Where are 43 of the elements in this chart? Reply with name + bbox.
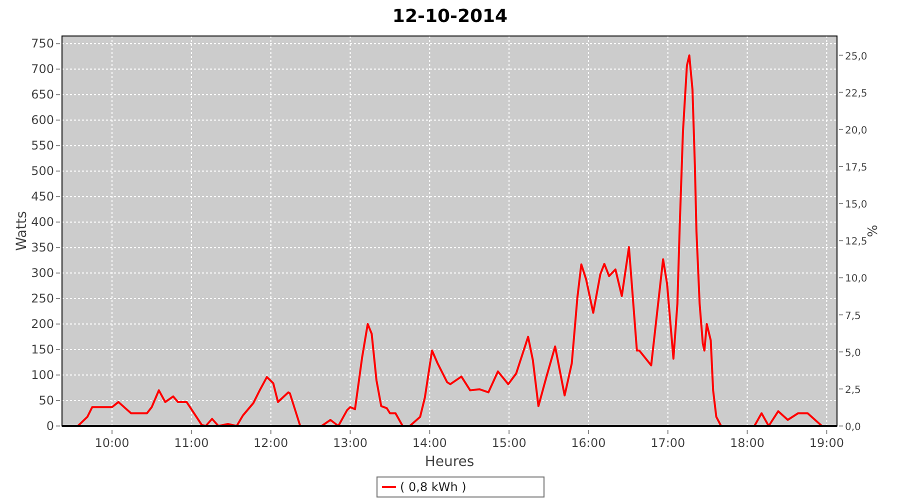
y-tick-label: 400 bbox=[31, 215, 54, 230]
y-tick-label: 600 bbox=[31, 113, 54, 128]
y2-tick-label: 10,0 bbox=[845, 274, 868, 285]
y-tick-label: 500 bbox=[31, 164, 54, 178]
x-tick-label: 19:00 bbox=[809, 436, 844, 450]
y2-tick-label: 15,0 bbox=[845, 200, 868, 211]
y2-tick-label: 5,0 bbox=[845, 348, 861, 359]
y2-axis-title: % bbox=[866, 224, 881, 238]
y-tick-label: 300 bbox=[31, 266, 54, 280]
x-tick-label: 13:00 bbox=[332, 436, 368, 450]
y-tick-label: 650 bbox=[31, 88, 54, 102]
y2-tick-label: 22,5 bbox=[845, 88, 868, 100]
y-tick-label: 100 bbox=[31, 368, 54, 382]
y-tick-label: 350 bbox=[31, 240, 54, 255]
y-tick-label: 450 bbox=[31, 190, 54, 204]
line-series bbox=[76, 54, 823, 427]
y-tick-label: 150 bbox=[31, 342, 54, 357]
x-tick-label: 10:00 bbox=[94, 436, 130, 450]
y2-tick-label: 7,5 bbox=[845, 310, 861, 322]
y-tick-label: 0 bbox=[46, 419, 54, 433]
y2-tick-label: 0,0 bbox=[845, 422, 861, 433]
y2-tick-label: 12,5 bbox=[845, 236, 868, 248]
y2-tick-label: 25,0 bbox=[845, 51, 868, 62]
x-tick-label: 12:00 bbox=[254, 436, 288, 450]
y-tick-label: 750 bbox=[31, 36, 54, 51]
chart-title: 12-10-2014 bbox=[392, 6, 508, 27]
y-tick-label: 550 bbox=[31, 138, 54, 153]
y-tick-label: 200 bbox=[31, 317, 54, 332]
x-tick-label: 14:00 bbox=[412, 436, 447, 450]
y-tick-label: 50 bbox=[38, 394, 54, 408]
y2-tick-label: 17,5 bbox=[845, 162, 868, 174]
x-tick-label: 18:00 bbox=[730, 436, 765, 450]
x-tick-label: 15:00 bbox=[492, 436, 526, 450]
x-tick-label: 11:00 bbox=[174, 436, 209, 450]
legend-label: ( 0,8 kWh ) bbox=[400, 480, 466, 494]
x-axis-title: Heures bbox=[424, 454, 474, 470]
x-tick-label: 17:00 bbox=[650, 436, 686, 450]
y2-tick-label: 20,0 bbox=[845, 125, 868, 136]
y-tick-label: 700 bbox=[31, 62, 54, 76]
y-axis-title: Watts bbox=[14, 211, 30, 251]
y-tick-label: 250 bbox=[31, 292, 54, 306]
x-tick-label: 16:00 bbox=[571, 436, 606, 450]
y2-tick-label: 2,5 bbox=[845, 384, 861, 396]
